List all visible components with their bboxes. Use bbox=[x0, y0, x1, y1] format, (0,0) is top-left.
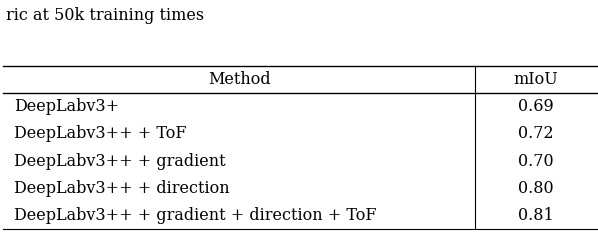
Text: DeepLabv3+: DeepLabv3+ bbox=[14, 98, 119, 115]
Text: mIoU: mIoU bbox=[514, 71, 559, 88]
Text: DeepLabv3++ + ToF: DeepLabv3++ + ToF bbox=[14, 125, 186, 143]
Text: 0.70: 0.70 bbox=[518, 152, 554, 170]
Text: ric at 50k training times: ric at 50k training times bbox=[6, 7, 204, 24]
Text: DeepLabv3++ + gradient: DeepLabv3++ + gradient bbox=[14, 152, 225, 170]
Text: 0.81: 0.81 bbox=[518, 207, 554, 224]
Text: 0.80: 0.80 bbox=[518, 180, 554, 197]
Text: DeepLabv3++ + gradient + direction + ToF: DeepLabv3++ + gradient + direction + ToF bbox=[14, 207, 376, 224]
Text: DeepLabv3++ + direction: DeepLabv3++ + direction bbox=[14, 180, 230, 197]
Text: Method: Method bbox=[208, 71, 270, 88]
Text: 0.69: 0.69 bbox=[518, 98, 554, 115]
Text: 0.72: 0.72 bbox=[518, 125, 554, 143]
